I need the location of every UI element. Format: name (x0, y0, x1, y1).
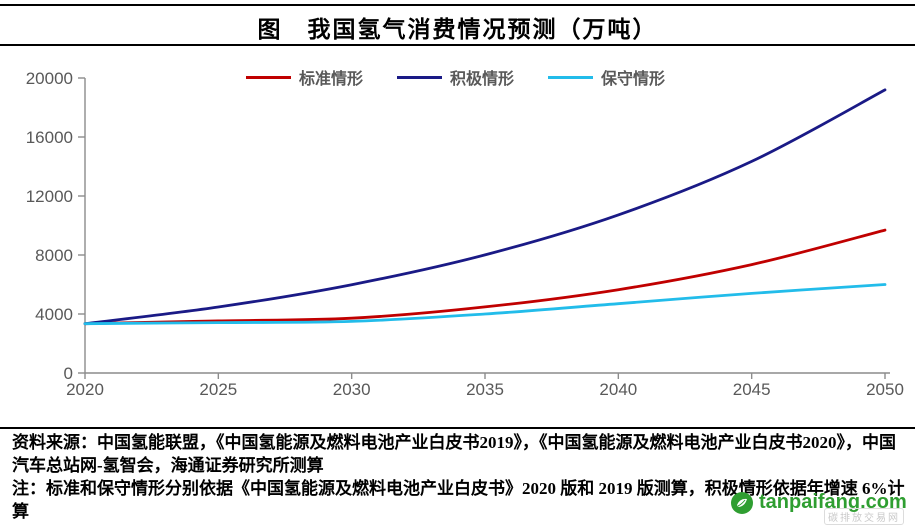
y-axis-tick-label: 12000 (26, 187, 73, 206)
chart-footer: 资料来源：中国氢能联盟，《中国氢能源及燃料电池产业白皮书2019》，《中国氢能源… (12, 431, 907, 523)
series-line-0 (83, 228, 887, 326)
legend-label-standard: 标准情形 (299, 71, 364, 88)
source-note: 资料来源：中国氢能联盟，《中国氢能源及燃料电池产业白皮书2019》，《中国氢能源… (12, 433, 896, 475)
series-line-1 (83, 88, 887, 326)
watermark-subtext: 碳排放交易网 (824, 508, 904, 525)
watermark-site-name: tanpaifang.com (759, 491, 907, 513)
y-axis-tick-label: 8000 (35, 246, 73, 265)
legend-label-aggressive: 积极情形 (450, 71, 515, 88)
top-border-line (0, 4, 915, 6)
aggressive-line-swatch-icon (397, 75, 443, 79)
standard-line-swatch-icon (246, 75, 291, 79)
x-axis-tick-label: 2025 (199, 380, 237, 399)
leaf-globe-icon (731, 491, 753, 514)
conservative-line-swatch-icon (548, 75, 594, 79)
y-axis-tick-label: 0 (64, 364, 73, 383)
site-watermark[interactable]: tanpaifang.com (731, 491, 907, 514)
x-axis-tick-label: 2045 (733, 380, 771, 399)
chart-title: 图 我国氢气消费情况预测（万吨） (257, 17, 658, 42)
x-axis-tick-label: 2035 (466, 380, 504, 399)
x-axis-tick-label: 2030 (333, 380, 371, 399)
y-axis-tick-label: 16000 (26, 128, 73, 147)
legend-item-conservative: 保守情形 (548, 65, 665, 89)
series-line-2 (83, 283, 887, 326)
y-axis-tick-label: 4000 (35, 305, 73, 324)
chart-legend: 标准情形 积极情形 保守情形 (246, 65, 665, 89)
y-axis-tick-label: 20000 (26, 69, 73, 88)
legend-item-standard: 标准情形 (246, 65, 363, 89)
x-axis-tick-label: 2050 (866, 380, 904, 399)
footer-separator-line (0, 427, 915, 429)
method-note: 注：标准和保守情形分别依据《中国氢能源及燃料电池产业白皮书》2020 版和 20… (12, 479, 905, 521)
x-axis-tick-label: 2040 (599, 380, 637, 399)
legend-label-conservative: 保守情形 (601, 71, 666, 88)
title-separator-line (0, 44, 915, 46)
legend-item-aggressive: 积极情形 (397, 65, 514, 89)
line-chart-plot: 0 4000 8000 12000 16000 20000 2020 2025 2030 2035… (26, 69, 904, 399)
x-axis-tick-label: 2020 (66, 380, 104, 399)
